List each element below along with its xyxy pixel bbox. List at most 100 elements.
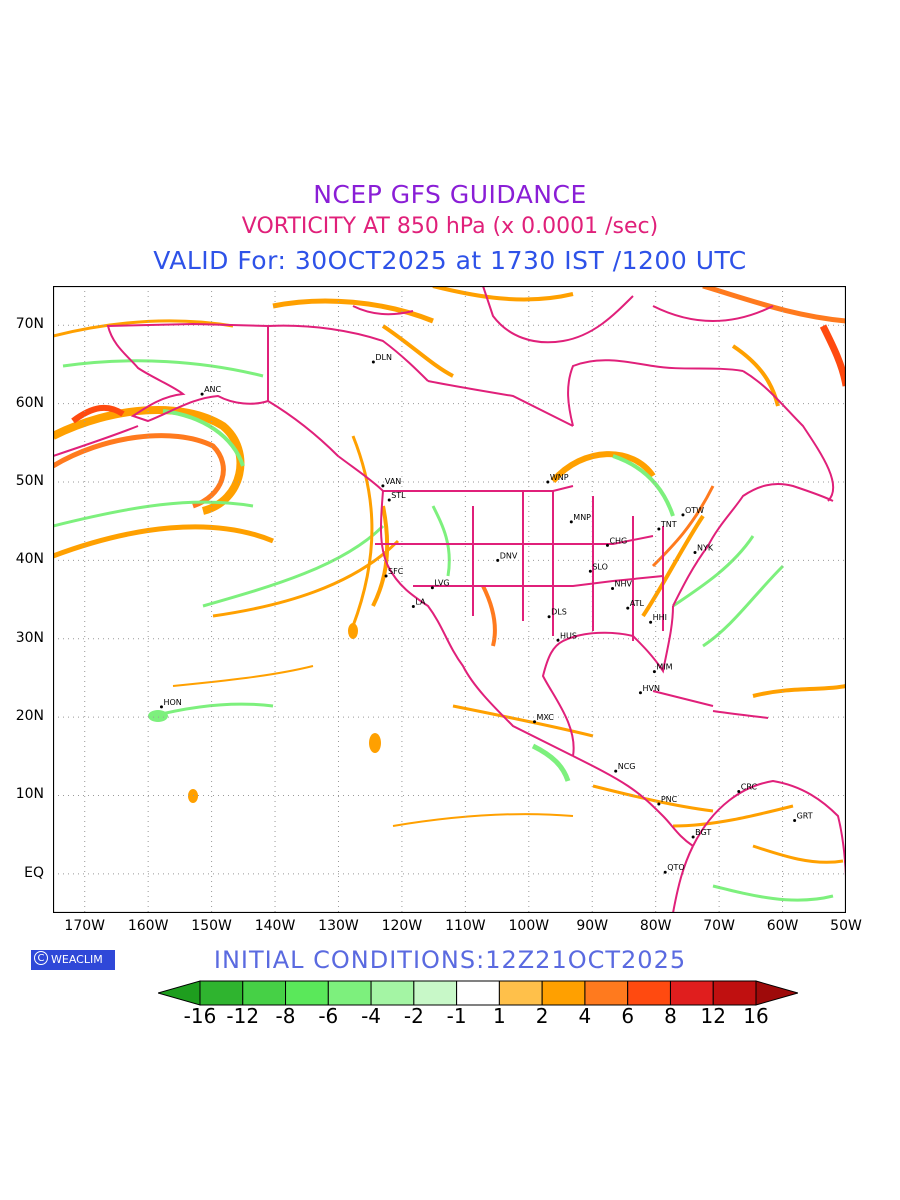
longitude-label: 90W xyxy=(576,918,609,934)
station-label: WNP xyxy=(550,473,569,482)
vorticity-map: ANC DLN WNP VAN STL OTW TNT MNP CHG NYK DNV SFC SLO L… xyxy=(53,286,846,913)
latitude-label: 40N xyxy=(15,551,44,568)
station-marker xyxy=(649,620,653,624)
station-marker xyxy=(159,705,163,709)
colorbar-label: 12 xyxy=(700,1004,726,1028)
station-marker xyxy=(663,870,667,874)
station-marker xyxy=(430,586,434,590)
station-label: OTW xyxy=(685,506,704,515)
station-label: ATL xyxy=(630,599,645,608)
station-label: MXC xyxy=(537,713,555,722)
station-marker xyxy=(793,819,797,823)
colorbar-swatch xyxy=(327,980,372,1006)
initial-conditions-label: INITIAL CONDITIONS:12Z21OCT2025 xyxy=(213,946,687,974)
station-label: CRC xyxy=(741,783,758,792)
station-marker xyxy=(381,484,385,488)
colorbar-swatch xyxy=(712,980,757,1006)
station-label: DNV xyxy=(500,551,518,560)
colorbar-label: -1 xyxy=(446,1004,467,1028)
colorbar-swatch xyxy=(669,980,714,1006)
station-marker xyxy=(200,392,204,396)
colorbar-swatch xyxy=(370,980,415,1006)
station-label: NCG xyxy=(618,762,636,771)
colorbar-swatch xyxy=(627,980,671,1006)
colorbar-label: 2 xyxy=(535,1004,549,1028)
colorbar-swatch xyxy=(541,980,586,1006)
station-label: ANC xyxy=(204,385,221,394)
station-label: CHG xyxy=(609,536,627,545)
logo-text: WEACLIM xyxy=(51,953,103,966)
colorbar-label: -16 xyxy=(183,1004,217,1028)
longitude-label: 120W xyxy=(381,918,423,934)
colorbar-upper-extend xyxy=(755,980,798,1006)
colorbar-label: -2 xyxy=(403,1004,424,1028)
longitude-label: 70W xyxy=(703,918,735,934)
colorbar-label: -6 xyxy=(318,1004,339,1028)
longitude-label: 130W xyxy=(318,918,359,934)
station-marker xyxy=(496,558,500,562)
colorbar-label: -8 xyxy=(275,1004,296,1028)
station-label: STL xyxy=(391,491,406,500)
station-label: HUS xyxy=(560,631,577,640)
station-label: HVN xyxy=(642,684,659,693)
station-marker xyxy=(533,720,537,724)
colorbar-swatch xyxy=(456,980,500,1006)
colorbar-label: 4 xyxy=(578,1004,592,1028)
station-marker xyxy=(638,691,642,695)
station-label: LVG xyxy=(434,579,449,588)
colorbar-label: 16 xyxy=(743,1004,769,1028)
station-label: MNP xyxy=(573,513,591,522)
station-label: GRT xyxy=(797,812,813,821)
station-label: NYK xyxy=(697,543,714,552)
station-marker xyxy=(693,550,697,554)
longitude-label: 150W xyxy=(191,918,232,934)
station-marker xyxy=(657,802,661,806)
longitude-label: 100W xyxy=(508,918,550,934)
latitude-label: 10N xyxy=(15,786,44,803)
station-marker xyxy=(691,835,695,839)
longitude-label: 110W xyxy=(445,918,486,934)
station-label: SLO xyxy=(592,562,608,571)
station-label: BGT xyxy=(695,828,711,837)
station-labels: ANC DLN WNP VAN STL OTW TNT MNP CHG NYK DNV SFC SLO L… xyxy=(159,353,813,874)
station-marker xyxy=(411,605,415,609)
station-label: LA xyxy=(415,598,426,607)
station-marker xyxy=(588,569,592,573)
colorbar-swatch xyxy=(242,980,287,1006)
chart-title: NCEP GFS GUIDANCE xyxy=(313,180,587,209)
chart-subtitle-variable: VORTICITY AT 850 hPa (x 0.0001 /sec) xyxy=(241,214,659,239)
graticule xyxy=(53,286,846,913)
colorbar-label: 6 xyxy=(621,1004,635,1028)
station-label: QTO xyxy=(667,863,684,872)
station-marker xyxy=(546,480,550,484)
station-label: HHI xyxy=(653,613,667,622)
colorbar-swatch xyxy=(285,980,329,1006)
latitude-label: 60N xyxy=(15,394,44,411)
station-label: HON xyxy=(163,698,181,707)
station-marker xyxy=(614,769,618,773)
longitude-label: 80W xyxy=(639,918,672,934)
station-label: MIM xyxy=(656,663,672,672)
colorbar-label: 8 xyxy=(664,1004,677,1028)
latitude-label: 50N xyxy=(15,472,44,489)
logo-symbol: C xyxy=(34,951,48,965)
station-marker xyxy=(626,606,630,610)
station-marker xyxy=(657,527,661,531)
station-label: SFC xyxy=(388,567,404,576)
latitude-label: 20N xyxy=(15,708,44,725)
station-marker xyxy=(611,587,615,591)
station-marker xyxy=(384,574,388,578)
colorbar-label: -12 xyxy=(226,1004,260,1028)
latitude-label: EQ xyxy=(24,864,44,881)
station-marker xyxy=(387,498,391,502)
station-marker xyxy=(605,543,609,547)
coastlines-boundaries xyxy=(53,286,846,913)
longitude-label: 170W xyxy=(64,918,105,934)
colorbar-label: -4 xyxy=(361,1004,382,1028)
vorticity-shading xyxy=(53,286,846,902)
weaclim-logo: C WEACLIM xyxy=(31,950,115,970)
colorbar-label: 1 xyxy=(493,1004,506,1028)
station-label: NHV xyxy=(615,580,633,589)
colorbar xyxy=(158,980,798,1006)
latitude-label: 30N xyxy=(15,629,44,646)
